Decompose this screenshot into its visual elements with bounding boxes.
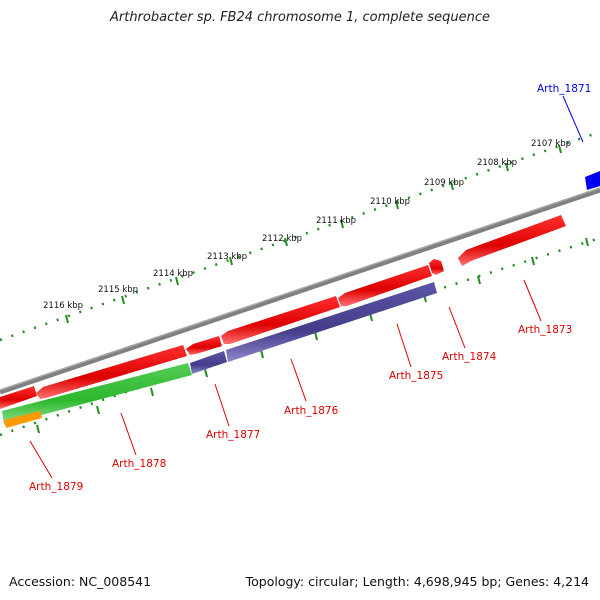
tick-label: 2107 kbp xyxy=(531,139,571,149)
backbone-line xyxy=(0,187,600,395)
tick-labels: 2107 kbp 2108 kbp 2109 kbp 2110 kbp 2111… xyxy=(43,139,571,311)
leader-arth-1874 xyxy=(448,306,466,349)
gene-label-arth-1875[interactable]: Arth_1875 xyxy=(389,370,443,382)
gene-label-arth-1871[interactable]: Arth_1871 xyxy=(537,83,591,95)
reverse-red-features xyxy=(0,215,566,409)
tick-label: 2111 kbp xyxy=(316,216,356,226)
tick-label: 2116 kbp xyxy=(43,301,83,311)
green-feature xyxy=(2,363,192,425)
accession-text: Accession: NC_008541 xyxy=(9,574,152,589)
inner-tick-mark xyxy=(204,368,208,378)
label-leaders xyxy=(29,279,542,479)
gene-arth-1871-feature[interactable] xyxy=(585,171,600,190)
tick-mark xyxy=(65,314,69,324)
leader-arth-1871 xyxy=(562,95,584,143)
leader-arth-1873 xyxy=(523,279,542,322)
leader-arth-1879 xyxy=(29,440,53,479)
inner-tick-mark xyxy=(260,349,264,359)
gene-label-arth-1877[interactable]: Arth_1877 xyxy=(206,429,260,441)
purple-feature xyxy=(226,282,437,362)
inner-tick-mark xyxy=(477,275,481,285)
leader-arth-1875 xyxy=(396,323,412,368)
gene-label-arth-1879[interactable]: Arth_1879 xyxy=(29,481,83,493)
purple-features xyxy=(190,282,437,374)
tick-label: 2108 kbp xyxy=(477,158,517,168)
tick-mark xyxy=(558,144,562,154)
tick-marks xyxy=(65,144,562,324)
gene-arth-1874-feature[interactable] xyxy=(429,259,444,275)
gene-arth-1878-feature[interactable] xyxy=(36,345,187,399)
inner-tick-mark xyxy=(531,256,535,266)
tick-label: 2113 kbp xyxy=(207,252,247,262)
purple-feature xyxy=(190,351,227,374)
inner-tick-mark xyxy=(314,331,318,341)
gene-arth-1875-feature[interactable] xyxy=(338,265,432,306)
tick-mark xyxy=(175,276,179,286)
gene-arth-1877-feature[interactable] xyxy=(186,336,222,355)
map-title: Arthrobacter sp. FB24 chromosome 1, comp… xyxy=(109,10,491,25)
gene-arth-1873-feature[interactable] xyxy=(458,215,566,266)
inner-tick-mark xyxy=(36,424,40,434)
tick-mark xyxy=(395,200,399,210)
leader-arth-1878 xyxy=(120,412,137,456)
tick-label: 2110 kbp xyxy=(370,197,410,207)
leader-arth-1877 xyxy=(214,383,230,427)
tick-mark xyxy=(505,162,509,172)
inner-tick-mark xyxy=(150,387,154,397)
gene-arth-1876-feature[interactable] xyxy=(221,296,340,344)
tick-mark xyxy=(121,295,125,305)
gene-label-arth-1874[interactable]: Arth_1874 xyxy=(442,351,497,363)
inner-tick-mark xyxy=(585,237,589,247)
tick-mark xyxy=(229,256,233,266)
topology-text: Topology: circular; Length: 4,698,945 bp… xyxy=(245,574,589,589)
tick-mark xyxy=(450,181,454,191)
tick-mark xyxy=(284,237,288,247)
gene-label-arth-1878[interactable]: Arth_1878 xyxy=(112,458,166,470)
orange-feature xyxy=(4,411,42,428)
leader-arth-1876 xyxy=(290,358,307,402)
tick-label: 2114 kbp xyxy=(153,269,193,279)
tick-label: 2109 kbp xyxy=(424,178,464,188)
gene-label-arth-1873[interactable]: Arth_1873 xyxy=(518,324,572,336)
gene-labels: Arth_1871 Arth_1873 Arth_1874 Arth_1875 … xyxy=(29,83,591,493)
gene-arth-1879-feature[interactable] xyxy=(0,386,37,409)
inner-tick-marks xyxy=(36,237,589,434)
inner-tick-mark xyxy=(96,405,100,415)
gene-label-arth-1876[interactable]: Arth_1876 xyxy=(284,405,339,417)
tick-label: 2115 kbp xyxy=(98,285,138,295)
tick-mark xyxy=(340,219,344,229)
tick-label: 2112 kbp xyxy=(262,234,302,244)
